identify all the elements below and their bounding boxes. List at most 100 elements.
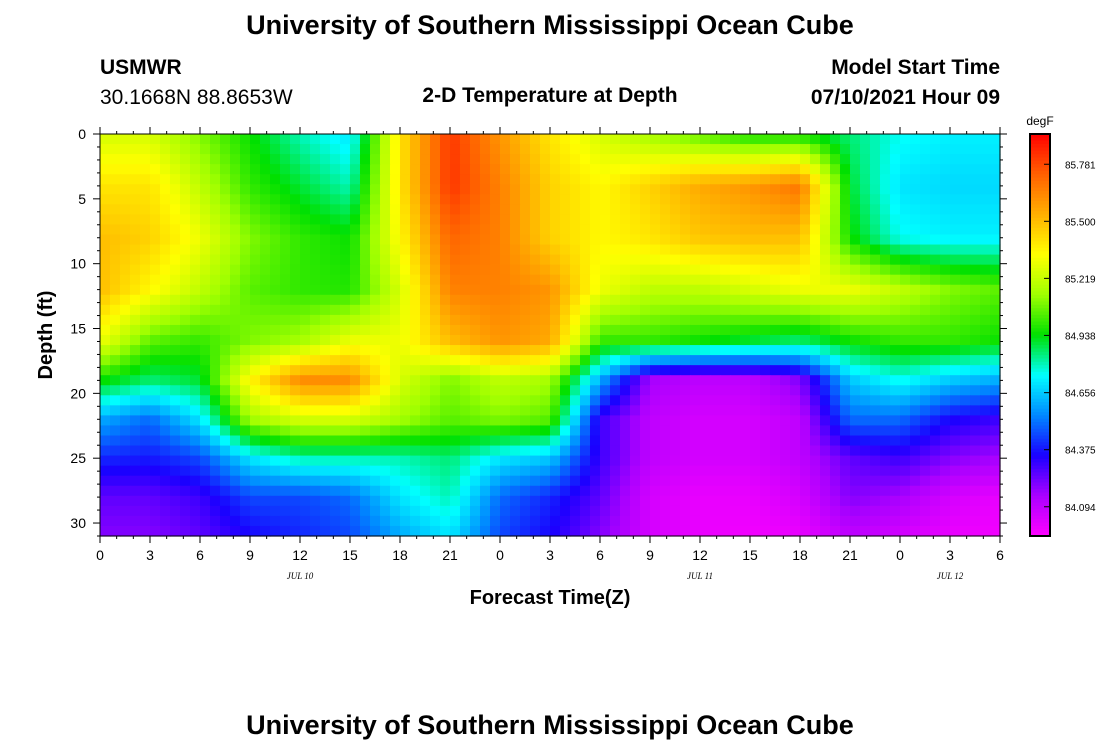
heatmap-cell: [750, 294, 761, 306]
heatmap-cell: [490, 505, 501, 517]
heatmap-cell: [990, 284, 1001, 296]
heatmap-cell: [940, 144, 951, 155]
heatmap-cell: [700, 345, 711, 356]
heatmap-cell: [270, 324, 281, 336]
heatmap-cell: [290, 134, 301, 145]
y-tick-label: 5: [78, 191, 86, 207]
heatmap-cell: [880, 254, 891, 266]
heatmap-cell: [140, 415, 151, 427]
heatmap-cell: [680, 445, 691, 457]
heatmap-cell: [110, 485, 121, 497]
heatmap-cell: [420, 405, 431, 416]
heatmap-cell: [730, 525, 741, 537]
heatmap-cell: [970, 455, 981, 467]
heatmap-cell: [430, 355, 441, 366]
heatmap-cell: [140, 515, 151, 527]
heatmap-cell: [350, 505, 361, 517]
heatmap-cell: [810, 465, 821, 477]
heatmap-cell: [270, 294, 281, 306]
heatmap-cell: [880, 314, 891, 326]
heatmap-cell: [110, 154, 121, 165]
heatmap-cell: [810, 314, 821, 326]
heatmap-cell: [320, 345, 331, 356]
heatmap-cell: [820, 294, 831, 306]
heatmap-cell: [490, 485, 501, 497]
heatmap-cell: [930, 254, 941, 266]
heatmap-cell: [730, 134, 741, 145]
heatmap-cell: [930, 164, 941, 175]
heatmap-cell: [310, 425, 321, 437]
heatmap-cell: [550, 234, 561, 246]
heatmap-cell: [900, 525, 911, 537]
heatmap-cell: [210, 274, 221, 286]
heatmap-cell: [370, 355, 381, 366]
heatmap-cell: [690, 485, 701, 497]
heatmap-cell: [140, 475, 151, 487]
heatmap-cell: [850, 304, 861, 316]
heatmap-cell: [420, 234, 431, 246]
heatmap-cell: [680, 475, 691, 487]
heatmap-cell: [220, 375, 231, 386]
heatmap-cell: [980, 365, 991, 376]
heatmap-cell: [220, 274, 231, 286]
heatmap-cell: [840, 515, 851, 527]
heatmap-cell: [150, 234, 161, 246]
heatmap-cell: [690, 425, 701, 437]
heatmap-cell: [150, 505, 161, 517]
heatmap-cell: [360, 274, 371, 286]
heatmap-cell: [190, 355, 201, 366]
heatmap-cell: [770, 525, 781, 537]
heatmap-cell: [710, 224, 721, 236]
heatmap-cell: [910, 385, 921, 396]
heatmap-cell: [880, 244, 891, 256]
heatmap-cell: [590, 495, 601, 507]
heatmap-cell: [580, 485, 591, 497]
heatmap-cell: [440, 274, 451, 286]
heatmap-cell: [580, 194, 591, 205]
heatmap-cell: [430, 435, 441, 447]
heatmap-cell: [860, 164, 871, 175]
heatmap-cell: [570, 365, 581, 376]
heatmap-cell: [750, 284, 761, 296]
heatmap-cell: [490, 465, 501, 477]
heatmap-cell: [610, 244, 621, 256]
heatmap-cell: [430, 134, 441, 145]
heatmap-cell: [920, 304, 931, 316]
heatmap-cell: [750, 324, 761, 336]
heatmap-cell: [860, 304, 871, 316]
heatmap-cell: [390, 355, 401, 366]
heatmap-cell: [410, 515, 421, 527]
heatmap-cell: [270, 254, 281, 266]
colorbar-segment: [1030, 321, 1050, 326]
heatmap-cell: [480, 495, 491, 507]
heatmap-cell: [110, 174, 121, 185]
heatmap-cell: [890, 435, 901, 447]
heatmap-cell: [640, 375, 651, 386]
heatmap-cell: [290, 294, 301, 306]
heatmap-cell: [640, 264, 651, 276]
colorbar-label: 85.219: [1065, 274, 1096, 285]
heatmap-cell: [340, 515, 351, 527]
heatmap-cell: [780, 435, 791, 447]
heatmap-cell: [120, 355, 131, 366]
heatmap-cell: [340, 224, 351, 236]
heatmap-cell: [410, 425, 421, 437]
heatmap-cell: [910, 475, 921, 487]
heatmap-cell: [840, 214, 851, 226]
heatmap-cell: [730, 395, 741, 406]
heatmap-cell: [370, 395, 381, 406]
heatmap-cell: [360, 284, 371, 296]
heatmap-cell: [140, 184, 151, 195]
heatmap-cell: [680, 194, 691, 205]
colorbar-segment: [1030, 505, 1050, 510]
heatmap-cell: [560, 355, 571, 366]
heatmap-cell: [320, 204, 331, 215]
heatmap-cell: [580, 405, 591, 416]
heatmap-cell: [590, 435, 601, 447]
heatmap-cell: [470, 214, 481, 226]
heatmap-cell: [510, 355, 521, 366]
heatmap-cell: [830, 385, 841, 396]
heatmap-cell: [120, 405, 131, 416]
heatmap-cell: [150, 134, 161, 145]
heatmap-cell: [670, 284, 681, 296]
